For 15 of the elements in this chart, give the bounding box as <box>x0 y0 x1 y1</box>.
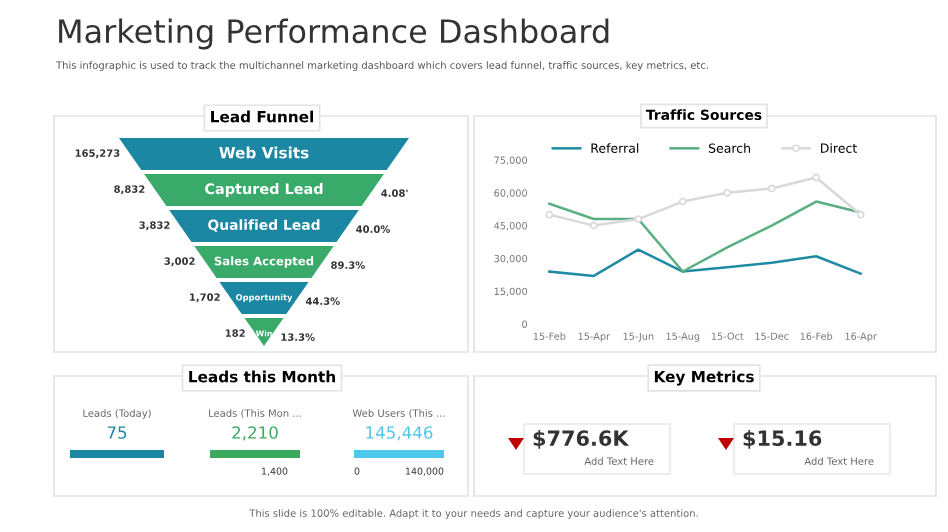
text: 145,446 <box>366 426 433 441</box>
point <box>634 215 643 223</box>
point <box>767 184 776 193</box>
text: $776.6K <box>533 429 630 449</box>
text: 75 <box>107 426 127 439</box>
point <box>678 197 687 206</box>
line-series <box>548 248 862 278</box>
text: Marketing Performance Dashboard <box>59 18 609 50</box>
point <box>723 188 732 197</box>
text: $15.16 <box>743 429 822 449</box>
point <box>589 221 598 230</box>
point <box>545 210 554 219</box>
text: 2,210 <box>232 426 278 441</box>
point <box>856 210 865 219</box>
point <box>812 173 821 182</box>
